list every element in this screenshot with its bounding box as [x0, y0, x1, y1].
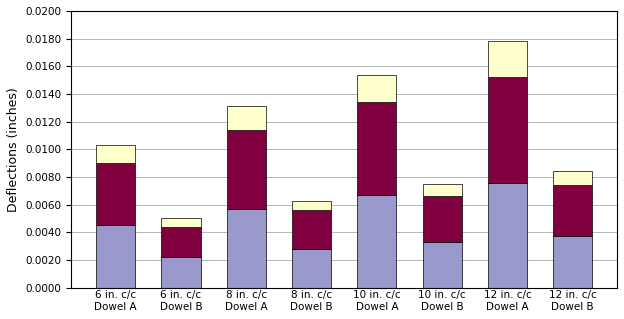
- Bar: [358, 75, 396, 102]
- Bar: [358, 195, 396, 288]
- Bar: [422, 184, 462, 197]
- Bar: [488, 182, 527, 288]
- Bar: [488, 78, 527, 182]
- Bar: [488, 41, 527, 78]
- Bar: [96, 226, 135, 288]
- Bar: [553, 236, 592, 288]
- Bar: [292, 249, 331, 288]
- Bar: [227, 209, 266, 288]
- Bar: [422, 197, 462, 242]
- Bar: [162, 257, 200, 288]
- Bar: [422, 242, 462, 288]
- Bar: [292, 201, 331, 210]
- Bar: [358, 102, 396, 195]
- Bar: [227, 107, 266, 130]
- Bar: [96, 163, 135, 226]
- Bar: [162, 219, 200, 227]
- Bar: [227, 130, 266, 209]
- Bar: [553, 185, 592, 236]
- Bar: [553, 171, 592, 185]
- Bar: [162, 227, 200, 257]
- Bar: [96, 145, 135, 163]
- Y-axis label: Deflections (inches): Deflections (inches): [7, 87, 20, 212]
- Bar: [292, 210, 331, 249]
